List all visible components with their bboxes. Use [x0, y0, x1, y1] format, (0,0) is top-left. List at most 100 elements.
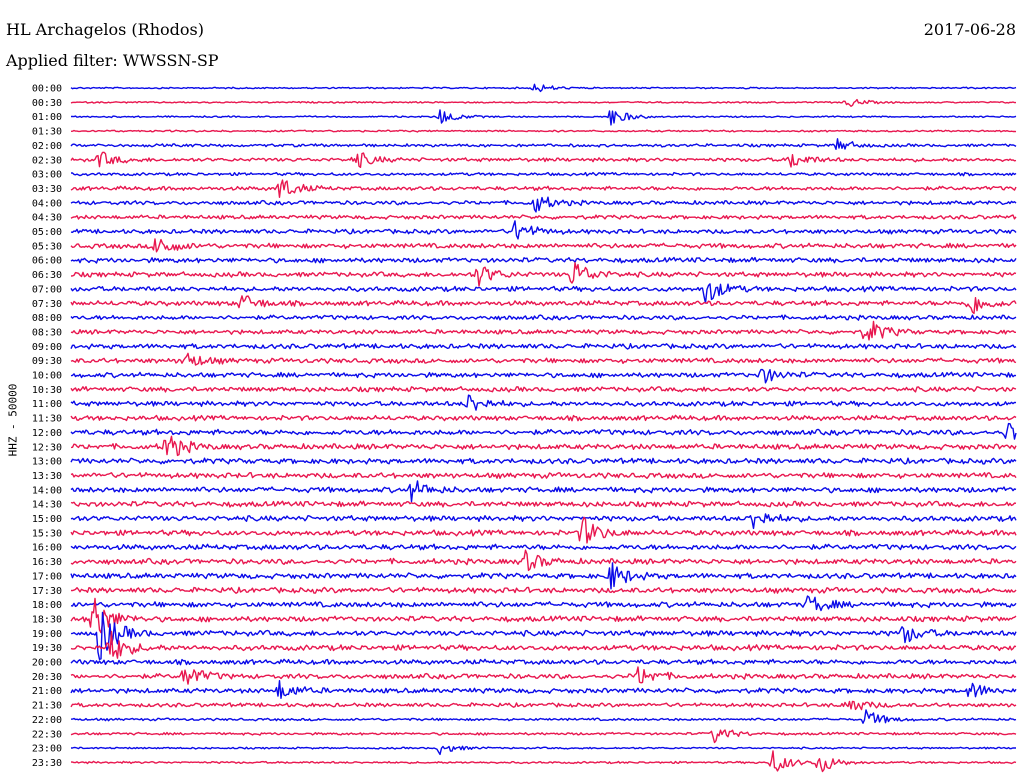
time-label-1600: 16:00 [32, 543, 62, 554]
trace-0200 [70, 138, 1017, 150]
station-title: HL Archagelos (Rhodos) [6, 20, 204, 39]
time-label-1830: 18:30 [32, 614, 62, 625]
time-label-1130: 11:30 [32, 414, 62, 425]
time-label-2300: 23:00 [32, 744, 62, 755]
trace-0930 [70, 352, 1017, 366]
trace-1230 [70, 435, 1017, 457]
time-label-group: 00:00 00:30 01:00 01:30 02:00 02:30 03:00 03:30… [32, 84, 62, 769]
time-label-1700: 17:00 [32, 571, 62, 582]
time-label-1300: 13:00 [32, 457, 62, 468]
trace-0900 [70, 343, 1017, 350]
time-label-2330: 23:30 [32, 758, 62, 769]
time-label-1730: 17:30 [32, 586, 62, 597]
trace-1800 [70, 595, 1017, 612]
trace-0030 [70, 98, 1016, 107]
trace-2000 [70, 658, 1017, 666]
time-label-0330: 03:30 [32, 184, 62, 195]
time-label-0730: 07:30 [32, 299, 62, 310]
time-label-0830: 08:30 [32, 327, 62, 338]
time-label-0200: 02:00 [32, 141, 62, 152]
trace-2230 [70, 729, 1017, 744]
time-label-2000: 20:00 [32, 658, 62, 669]
time-label-0300: 03:00 [32, 170, 62, 181]
trace-group [70, 83, 1017, 773]
time-label-0400: 04:00 [32, 198, 62, 209]
trace-0730 [70, 295, 1017, 315]
time-label-1030: 10:30 [32, 385, 62, 396]
trace-1430 [70, 500, 1017, 508]
time-label-0700: 07:00 [32, 284, 62, 295]
time-label-1400: 14:00 [32, 485, 62, 496]
trace-0300 [71, 171, 1017, 177]
time-label-1500: 15:00 [32, 514, 62, 525]
filter-label: Applied filter: WWSSN-SP [6, 51, 219, 70]
trace-1600 [70, 543, 1017, 551]
time-label-0630: 06:30 [32, 270, 62, 281]
trace-1200 [70, 422, 1017, 440]
trace-0500 [70, 220, 1017, 240]
trace-2200 [70, 709, 1017, 724]
trace-0430 [70, 214, 1017, 220]
time-label-1630: 16:30 [32, 557, 62, 568]
time-label-1100: 11:00 [32, 399, 62, 410]
time-label-0600: 06:00 [32, 256, 62, 267]
trace-1330 [70, 472, 1017, 479]
trace-1500 [70, 513, 1017, 530]
trace-2330 [70, 750, 1017, 773]
time-label-0530: 05:30 [32, 241, 62, 252]
trace-1300 [70, 457, 1017, 465]
trace-0800 [70, 314, 1017, 321]
time-label-2200: 22:00 [32, 715, 62, 726]
trace-1030 [70, 386, 1017, 393]
time-label-0130: 01:30 [32, 127, 62, 138]
time-label-0430: 04:30 [32, 213, 62, 224]
time-label-1930: 19:30 [32, 643, 62, 654]
trace-1730 [70, 586, 1017, 594]
time-label-1200: 12:00 [32, 428, 62, 439]
time-label-2030: 20:30 [32, 672, 62, 683]
time-label-0230: 02:30 [32, 155, 62, 166]
trace-1830 [70, 597, 1017, 634]
trace-0400 [70, 196, 1017, 213]
trace-2300 [71, 745, 1016, 756]
trace-1630 [70, 549, 1017, 572]
trace-1130 [70, 414, 1017, 422]
trace-0700 [70, 283, 1017, 304]
time-label-0800: 08:00 [32, 313, 62, 324]
time-label-0000: 00:00 [32, 84, 62, 95]
trace-1930 [70, 630, 1017, 659]
time-label-1800: 18:00 [32, 600, 62, 611]
trace-2130 [70, 700, 1017, 711]
time-label-0930: 09:30 [32, 356, 62, 367]
time-label-1430: 14:30 [32, 500, 62, 511]
trace-2030 [70, 666, 1017, 685]
time-label-1000: 10:00 [32, 371, 62, 382]
time-label-0900: 09:00 [32, 342, 62, 353]
trace-1100 [70, 394, 1017, 411]
time-label-0500: 05:00 [32, 227, 62, 238]
trace-0530 [70, 238, 1017, 253]
time-label-0030: 00:30 [32, 98, 62, 109]
trace-0630 [70, 262, 1017, 287]
trace-1000 [70, 368, 1017, 384]
time-label-1330: 13:30 [32, 471, 62, 482]
time-label-2130: 21:30 [32, 701, 62, 712]
trace-0330 [70, 179, 1017, 198]
time-label-1530: 15:30 [32, 528, 62, 539]
trace-1530 [70, 516, 1017, 544]
trace-2100 [70, 680, 1017, 699]
trace-0830 [70, 320, 1016, 341]
trace-0130 [70, 129, 1017, 133]
trace-1700 [70, 562, 1017, 590]
date-label: 2017-06-28 [923, 20, 1016, 39]
time-label-1900: 19:00 [32, 629, 62, 640]
trace-1400 [70, 480, 1017, 503]
time-label-1230: 12:30 [32, 442, 62, 453]
trace-0600 [70, 256, 1017, 264]
trace-0000 [70, 83, 1017, 93]
trace-0100 [71, 109, 1017, 126]
time-label-2230: 22:30 [32, 729, 62, 740]
trace-1900 [70, 611, 1017, 660]
trace-0230 [70, 151, 1017, 168]
